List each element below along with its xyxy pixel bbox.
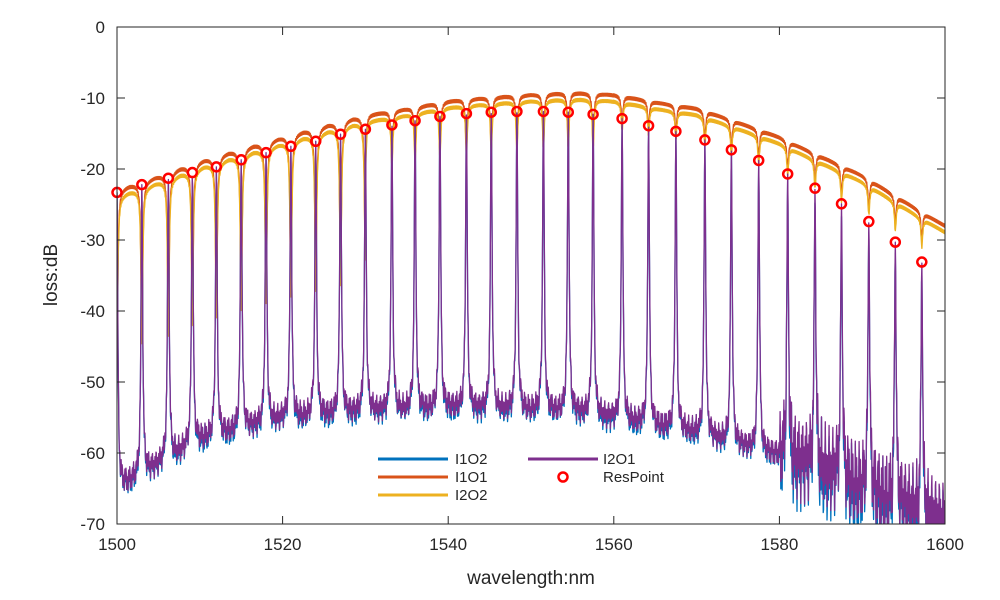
respoint-marker	[285, 140, 297, 153]
respoint-marker	[642, 119, 655, 132]
respoint-marker	[260, 146, 272, 159]
y-axis-label: loss:dB	[41, 244, 62, 306]
respoint-marker	[309, 135, 322, 148]
legend-label-ResPoint: ResPoint	[603, 469, 665, 486]
tick-layer: 1500 1520 1540 1560 1580 1600 0 -10 -20 -30 -40 -50…	[80, 18, 963, 554]
series-layer	[117, 91, 945, 524]
respoint-marker	[162, 172, 175, 184]
respoint-marker	[699, 134, 711, 146]
x-axis-label: wavelength:nm	[466, 568, 595, 589]
respoint-marker	[235, 154, 247, 166]
y-tick-label: 0	[96, 18, 105, 37]
respoint-marker	[460, 107, 473, 120]
axes-box	[116, 26, 946, 525]
respoint-marker	[537, 105, 550, 118]
respoint-marker	[889, 236, 902, 248]
respoint-marker	[863, 215, 875, 228]
respoint-marker	[434, 110, 446, 123]
y-tick-label: -10	[80, 89, 105, 108]
respoint-marker	[752, 154, 765, 167]
respoint-marker	[359, 123, 372, 135]
series-line-I2O2	[117, 97, 945, 353]
x-tick-label: 1560	[595, 535, 633, 554]
respoint-marker	[835, 198, 848, 210]
legend-label-I2O2: I2O2	[455, 487, 488, 504]
respoint-marker	[670, 125, 682, 138]
y-tick-label: -60	[80, 444, 105, 463]
y-tick-label: -20	[80, 160, 105, 179]
respoint-marker	[485, 106, 498, 118]
respoint-marker	[409, 114, 421, 127]
series-line-I2O1	[117, 110, 945, 524]
respoint-layer	[111, 105, 928, 268]
legend: I1O2 I1O1 I2O2 I2O1 ResPoint	[368, 445, 698, 511]
y-tick-label: -50	[80, 373, 105, 392]
respoint-marker	[725, 144, 738, 156]
y-tick-label: -70	[80, 515, 105, 534]
x-tick-label: 1520	[264, 535, 302, 554]
respoint-marker	[781, 168, 794, 180]
respoint-marker	[809, 182, 821, 194]
respoint-marker	[562, 106, 575, 118]
legend-label-I2O1: I2O1	[603, 451, 636, 468]
x-tick-label: 1600	[926, 535, 964, 554]
respoint-marker	[916, 256, 928, 268]
legend-marker-ResPoint	[557, 471, 569, 483]
legend-label-I1O2: I1O2	[455, 451, 488, 468]
respoint-marker	[136, 178, 148, 191]
respoint-marker	[616, 112, 628, 125]
x-tick-label: 1500	[98, 535, 136, 554]
series-line-I1O1	[117, 91, 945, 347]
respoint-marker	[210, 161, 223, 173]
respoint-marker	[186, 166, 199, 179]
x-tick-label: 1540	[429, 535, 467, 554]
respoint-marker	[386, 119, 398, 131]
y-tick-label: -30	[80, 231, 105, 250]
respoint-marker	[511, 105, 523, 118]
legend-label-I1O1: I1O1	[455, 469, 488, 486]
y-tick-label: -40	[80, 302, 105, 321]
respoint-marker	[587, 108, 599, 121]
x-tick-label: 1580	[760, 535, 798, 554]
respoint-marker	[334, 128, 347, 140]
